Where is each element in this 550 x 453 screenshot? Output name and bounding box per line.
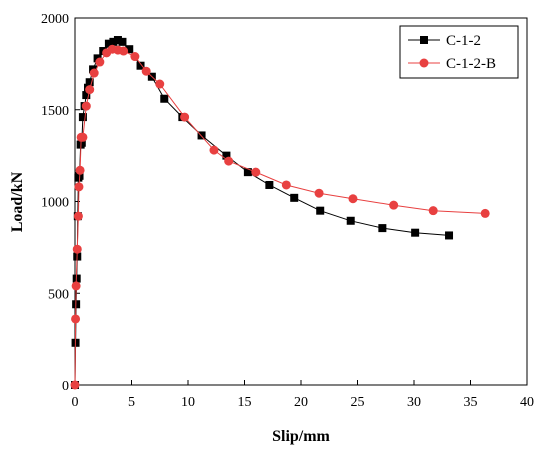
x-tick-label: 5 xyxy=(128,395,135,410)
data-point-c-1-2-b xyxy=(74,182,84,192)
data-point-c-1-2 xyxy=(78,113,87,122)
legend: C-1-2 C-1-2-B xyxy=(399,25,519,79)
data-point-c-1-2 xyxy=(82,91,91,100)
data-point-c-1-2 xyxy=(85,78,94,87)
y-axis: 0 500 1000 1500 2000 xyxy=(41,12,80,394)
y-tick-label: 0 xyxy=(62,379,69,394)
data-point-c-1-2-b xyxy=(73,211,83,221)
data-point-c-1-2-b xyxy=(130,52,140,62)
x-tick-label: 15 xyxy=(238,395,252,410)
data-point-c-1-2-b xyxy=(209,145,219,155)
data-point-c-1-2 xyxy=(118,37,127,46)
x-tick-label: 20 xyxy=(294,395,308,410)
data-point-c-1-2-b xyxy=(141,66,151,76)
data-point-c-1-2 xyxy=(411,228,420,237)
data-point-c-1-2 xyxy=(160,94,169,103)
data-point-c-1-2-b xyxy=(389,200,399,210)
data-point-c-1-2 xyxy=(378,224,387,233)
data-point-c-1-2 xyxy=(104,39,113,48)
y-tick-label: 500 xyxy=(48,287,69,302)
data-point-c-1-2-b xyxy=(480,208,490,218)
legend-marker-c-1-2 xyxy=(420,36,428,44)
data-point-c-1-2-b xyxy=(95,57,105,67)
data-point-c-1-2 xyxy=(445,231,454,240)
data-point-c-1-2-b xyxy=(71,281,81,291)
legend-box xyxy=(399,25,519,79)
data-point-c-1-2-b xyxy=(89,68,99,78)
x-tick-label: 10 xyxy=(181,395,195,410)
data-point-c-1-2-b xyxy=(155,79,165,89)
data-point-c-1-2 xyxy=(222,151,231,160)
x-tick-label: 0 xyxy=(72,395,79,410)
y-tick-label: 2000 xyxy=(41,12,69,27)
legend-label-c-1-2-b: C-1-2-B xyxy=(446,56,496,72)
series-line-c-1-2 xyxy=(74,39,450,386)
data-point-c-1-2-b xyxy=(78,132,88,142)
series-layer xyxy=(70,36,490,390)
y-tick-label: 1000 xyxy=(41,196,69,211)
y-tick-label: 1500 xyxy=(41,104,69,119)
x-tick-label: 40 xyxy=(520,395,534,410)
legend-marker-c-1-2-b xyxy=(419,58,429,68)
data-point-c-1-2-b xyxy=(348,194,358,204)
data-point-c-1-2 xyxy=(290,193,299,202)
x-axis-title: Slip/mm xyxy=(272,428,330,445)
data-point-c-1-2 xyxy=(136,61,145,70)
data-point-c-1-2-b xyxy=(314,188,324,198)
data-point-c-1-2 xyxy=(109,37,118,46)
data-point-c-1-2 xyxy=(113,36,122,45)
data-point-c-1-2 xyxy=(125,45,134,54)
x-axis: 0 5 10 15 20 25 30 35 40 xyxy=(72,380,534,410)
data-point-c-1-2 xyxy=(346,216,355,225)
data-point-c-1-2-b xyxy=(70,380,80,390)
data-point-c-1-2-b xyxy=(81,101,91,111)
x-tick-label: 25 xyxy=(351,395,365,410)
data-point-c-1-2-b xyxy=(281,180,291,190)
data-point-c-1-2 xyxy=(265,180,274,189)
data-point-c-1-2-b xyxy=(224,156,234,166)
data-point-c-1-2-b xyxy=(251,167,261,177)
data-point-c-1-2-b xyxy=(71,314,81,324)
x-tick-label: 30 xyxy=(407,395,421,410)
y-axis-title: Load/kN xyxy=(9,171,26,232)
x-tick-label: 35 xyxy=(464,395,478,410)
data-point-c-1-2-b xyxy=(119,46,129,56)
data-point-c-1-2 xyxy=(243,168,252,177)
data-point-c-1-2-b xyxy=(180,112,190,122)
data-point-c-1-2-b xyxy=(428,206,438,216)
data-point-c-1-2 xyxy=(316,206,325,215)
data-point-c-1-2-b xyxy=(72,244,82,254)
series-line-c-1-2-b xyxy=(74,48,486,386)
data-point-c-1-2-b xyxy=(85,85,95,95)
legend-label-c-1-2: C-1-2 xyxy=(446,33,481,49)
data-point-c-1-2-b xyxy=(75,165,85,175)
data-point-c-1-2 xyxy=(77,138,86,147)
